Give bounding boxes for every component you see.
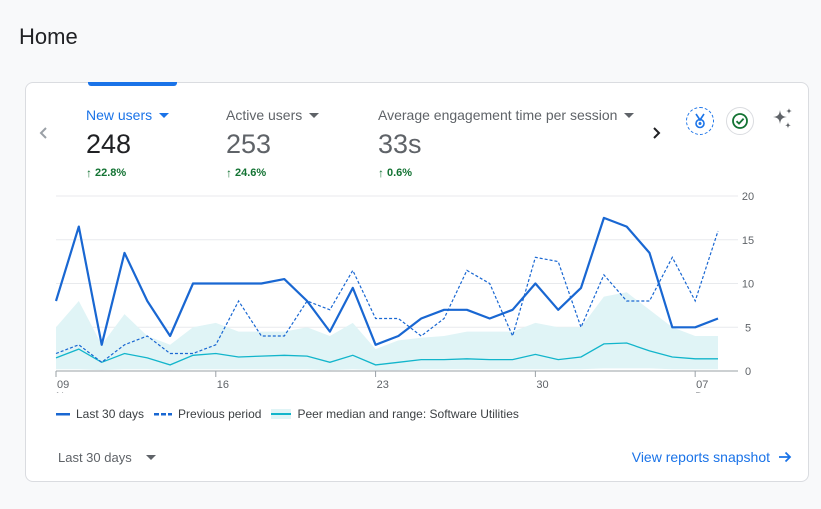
medal-icon [695, 113, 705, 129]
active-tab-indicator [88, 82, 177, 86]
chevron-left-icon [39, 127, 47, 139]
y-tick-label: 15 [742, 235, 754, 247]
metric-label: Active users [226, 107, 303, 123]
status-button[interactable] [726, 107, 754, 135]
peer-range-swatch [271, 409, 292, 419]
arrow-up-icon: ↑ [86, 166, 92, 180]
legend-label: Peer median and range: Software Utilitie… [297, 407, 519, 421]
previous-period-line [55, 230, 719, 364]
new-users-chart: 0 5 10 15 20 09Nov 16 23 30 07Dec [54, 191, 754, 393]
metric-new-users[interactable]: New users 248 ↑ 22.8% [86, 107, 170, 180]
chart-legend: Last 30 days Previous period Peer median… [56, 407, 529, 421]
y-tick-label: 20 [742, 191, 754, 203]
solid-line-swatch [56, 413, 70, 416]
page-title: Home [19, 24, 78, 49]
metric-label: Average engagement time per session [378, 107, 618, 123]
date-range-select[interactable]: Last 30 days [58, 450, 156, 465]
arrow-up-icon: ↑ [226, 166, 232, 180]
check-circle-icon [732, 113, 748, 129]
date-range-label: Last 30 days [58, 450, 132, 465]
next-metrics-button[interactable] [644, 121, 668, 145]
x-tick-label: 16 [217, 379, 229, 391]
caret-down-icon[interactable] [159, 112, 170, 118]
y-tick-label: 10 [742, 279, 754, 291]
peer-range-area [56, 292, 718, 371]
metric-change: 24.6% [235, 167, 267, 179]
legend-label: Previous period [178, 407, 262, 421]
legend-label: Last 30 days [76, 407, 145, 421]
x-tick-month: Nov [56, 391, 76, 393]
caret-down-icon [145, 455, 156, 460]
x-tick-label: 23 [377, 379, 389, 391]
x-tick-month: Dec [695, 391, 715, 393]
chevron-right-icon [653, 127, 661, 139]
arrow-up-icon: ↑ [378, 166, 384, 180]
x-tick-label: 30 [536, 379, 548, 391]
peer-median-line [55, 342, 718, 366]
x-tick-label: 09 [57, 379, 69, 391]
legend-item-peer[interactable]: Peer median and range: Software Utilitie… [271, 407, 519, 421]
metric-value: 248 [86, 129, 132, 159]
metric-active-users[interactable]: Active users 253 ↑ 24.6% [226, 107, 320, 180]
metric-value: 33s [378, 129, 422, 159]
metric-value: 253 [226, 129, 272, 159]
last-30-days-line [54, 216, 719, 346]
y-tick-label: 5 [745, 322, 751, 334]
metric-change: 22.8% [95, 167, 127, 179]
x-tick-label: 07 [696, 379, 708, 391]
legend-item-current[interactable]: Last 30 days [56, 407, 144, 421]
caret-down-icon[interactable] [624, 112, 635, 118]
y-tick-label: 0 [745, 366, 751, 378]
legend-item-previous[interactable]: Previous period [154, 407, 261, 421]
metric-change: 0.6% [387, 167, 413, 179]
home-overview-card: New users 248 ↑ 22.8% Active users 253 ↑… [25, 82, 809, 482]
benchmark-button[interactable] [686, 107, 714, 135]
caret-down-icon[interactable] [309, 112, 320, 118]
link-label: View reports snapshot [631, 449, 770, 465]
arrow-right-icon [779, 451, 792, 463]
dashed-line-swatch [154, 413, 173, 416]
metric-label: New users [86, 107, 153, 123]
metric-avg-engagement[interactable]: Average engagement time per session 33s … [378, 107, 636, 180]
prev-metrics-button[interactable] [32, 121, 56, 145]
sparkle-icon [773, 108, 792, 129]
view-reports-snapshot-link[interactable]: View reports snapshot [632, 449, 792, 465]
insights-button[interactable] [768, 105, 796, 133]
